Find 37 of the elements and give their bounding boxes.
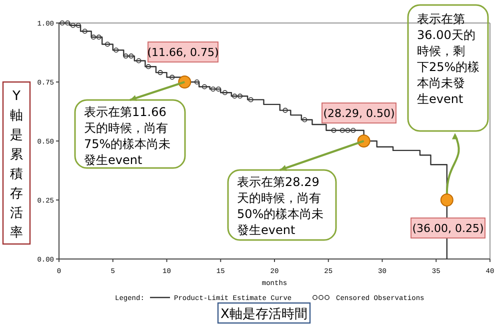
point — [202, 84, 207, 90]
point — [210, 86, 216, 92]
annotation: (28.29, 0.50) — [323, 107, 395, 120]
point — [238, 94, 243, 99]
annotation: (36.00, 0.25) — [412, 222, 484, 235]
annotation: 表示在第11.66天的時候，尚有75%的樣本尚未發生event — [84, 105, 171, 167]
point — [136, 58, 142, 64]
point — [90, 34, 96, 40]
point — [104, 42, 110, 47]
point — [340, 128, 345, 133]
point — [128, 54, 134, 59]
point — [123, 54, 128, 59]
point — [146, 64, 151, 70]
y-axis-title: Y軸是累積存活率 — [10, 89, 23, 240]
point — [158, 70, 163, 76]
point — [194, 79, 200, 85]
point — [331, 128, 336, 133]
point — [232, 94, 238, 99]
point — [350, 128, 356, 133]
annotation: 表示在第36.00天的時候，剩下25%的樣本尚未發生event — [417, 12, 480, 106]
point — [82, 28, 88, 34]
point — [216, 86, 221, 92]
point — [114, 48, 119, 53]
annotation: (11.66, 0.75) — [147, 46, 219, 59]
text: X軸是存活時間 — [220, 307, 308, 322]
point — [222, 90, 228, 96]
point — [65, 20, 70, 26]
point — [282, 108, 288, 113]
point — [302, 117, 308, 122]
annotation: 表示在第28.29天的時候，尚有50%的樣本尚未發生event — [237, 175, 324, 237]
point — [248, 97, 254, 102]
point — [96, 34, 102, 40]
point — [76, 22, 81, 28]
point — [60, 20, 65, 26]
point — [170, 74, 175, 80]
point — [70, 22, 76, 28]
point — [345, 128, 350, 133]
